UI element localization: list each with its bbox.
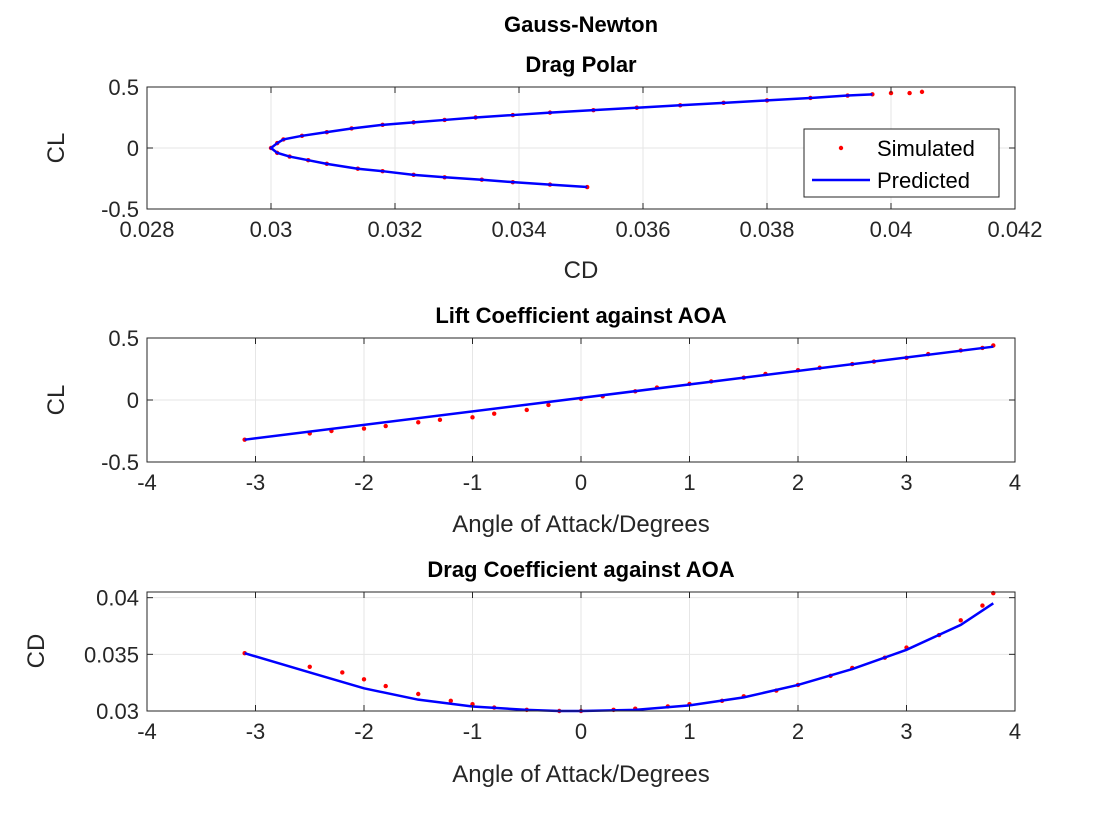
y-tick-label: -0.5 [101, 450, 139, 475]
data-point-simulated [307, 664, 312, 669]
data-point-simulated [907, 90, 912, 96]
x-tick-label: -4 [137, 719, 157, 744]
x-tick-label: -3 [246, 470, 266, 495]
data-point-simulated [340, 670, 345, 675]
series-line-predicted [268, 93, 873, 189]
data-point-simulated [361, 426, 367, 431]
figure-title: Gauss-Newton [504, 12, 658, 37]
axes-title: Drag Polar [525, 52, 637, 77]
x-axis-label: Angle of Attack/Degrees [452, 511, 709, 538]
x-tick-label: 0.03 [250, 217, 293, 242]
data-point-simulated [416, 691, 421, 697]
x-tick-label: 0.028 [119, 217, 174, 242]
x-tick-label: -2 [354, 719, 374, 744]
series-line-predicted [244, 602, 994, 713]
x-tick-label: -1 [463, 719, 483, 744]
data-point-simulated [524, 407, 529, 413]
data-point-simulated [448, 698, 453, 703]
data-point-simulated [546, 402, 551, 408]
data-point-simulated [470, 415, 475, 420]
x-tick-label: 2 [792, 719, 804, 744]
x-tick-label: 3 [900, 470, 912, 495]
x-tick-label: 0 [575, 719, 587, 744]
y-tick-label: -0.5 [101, 197, 139, 222]
legend-label-simulated: Simulated [877, 136, 975, 161]
y-tick-label: 0.5 [108, 75, 139, 100]
data-point-simulated [980, 603, 985, 608]
x-tick-label: 4 [1009, 719, 1021, 744]
x-tick-label: 0.036 [615, 217, 670, 242]
data-point-simulated [383, 423, 388, 429]
legend-label-predicted: Predicted [877, 168, 970, 193]
axes-title: Drag Coefficient against AOA [427, 557, 734, 582]
x-tick-label: 1 [683, 470, 695, 495]
y-tick-label: 0.035 [84, 642, 139, 667]
x-tick-label: -1 [463, 470, 483, 495]
x-tick-label: 0.04 [870, 217, 913, 242]
x-tick-label: 0.034 [491, 217, 546, 242]
x-axis-label: CD [564, 257, 599, 284]
data-point-simulated [919, 89, 925, 95]
x-tick-label: 0.038 [739, 217, 794, 242]
y-axis-label: CL [43, 385, 70, 416]
x-tick-label: 2 [792, 470, 804, 495]
x-tick-label: 1 [683, 719, 695, 744]
legend-marker-simulated [838, 145, 844, 151]
legend-box [803, 128, 1000, 198]
x-tick-label: 0.032 [367, 217, 422, 242]
data-point-simulated [492, 411, 497, 416]
y-axis-label: CD [23, 634, 50, 669]
data-point-simulated [888, 90, 894, 96]
data-point-simulated [383, 683, 388, 689]
drag-polar-axes: 0.028 0.03 0.032 0.034 0.036 0.038 0.04 0.042 -0… [43, 52, 1043, 284]
x-tick-label: -4 [137, 470, 157, 495]
x-axis-label: Angle of Attack/Degrees [452, 761, 709, 788]
data-point-simulated [361, 677, 367, 682]
y-tick-label: 0.04 [96, 586, 139, 611]
y-tick-label: 0.5 [108, 326, 139, 351]
y-tick-label: 0 [127, 136, 139, 161]
y-axis-label: CL [43, 133, 70, 164]
x-tick-label: 4 [1009, 470, 1021, 495]
y-tick-label: 0 [127, 388, 139, 413]
x-tick-label: 3 [900, 719, 912, 744]
data-point-simulated [958, 618, 963, 623]
y-tick-label: 0.03 [96, 699, 139, 724]
drag-vs-aoa-axes: -4 -3 -2 -1 0 1 2 3 4 0.03 0.035 0.04 Drag Coefficie… [23, 557, 1021, 788]
legend: Simulated Predicted [803, 128, 1000, 198]
x-tick-label: -2 [354, 470, 374, 495]
data-point-simulated [437, 417, 443, 423]
series-line-predicted [244, 345, 994, 441]
lift-vs-aoa-axes: -4 -3 -2 -1 0 1 2 3 4 -0.5 0 0.5 Lift Coefficient ag… [43, 303, 1021, 538]
x-tick-label: -3 [246, 719, 266, 744]
data-point-simulated [416, 420, 421, 425]
x-tick-label: 0.042 [987, 217, 1042, 242]
axes-title: Lift Coefficient against AOA [435, 303, 726, 328]
x-tick-label: 0 [575, 470, 587, 495]
